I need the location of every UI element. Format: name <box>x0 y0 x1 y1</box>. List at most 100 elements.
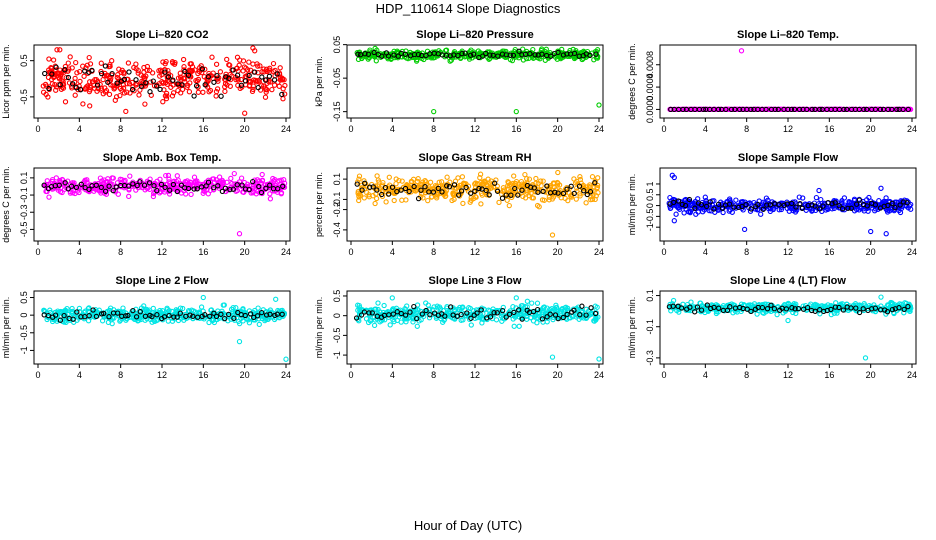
data-points <box>666 294 914 361</box>
panel-title: Slope Li–820 Temp. <box>737 29 839 41</box>
x-tick-label: 0 <box>661 370 666 380</box>
data-point <box>50 57 57 63</box>
data-points <box>667 48 914 113</box>
data-point <box>157 176 163 182</box>
mean-point <box>102 63 109 69</box>
data-point <box>444 174 450 180</box>
mean-point <box>255 84 261 91</box>
data-point <box>168 84 174 90</box>
x-tick-label: 12 <box>783 247 793 257</box>
mean-point <box>65 74 72 81</box>
y-axis-label: Licor ppm per min. <box>1 44 11 119</box>
data-point <box>142 101 148 107</box>
data-point <box>876 198 882 204</box>
data-point <box>95 85 101 92</box>
data-point <box>206 70 212 77</box>
mean-point <box>587 52 593 59</box>
panel-title: Slope Li–820 Pressure <box>416 29 533 41</box>
mean-point <box>487 52 493 58</box>
mean-point <box>775 106 781 113</box>
y-tick-label: 0.5 <box>645 189 655 202</box>
mean-point <box>218 93 224 99</box>
x-tick-label: 8 <box>431 124 436 134</box>
data-point <box>200 89 206 95</box>
data-point <box>720 209 726 216</box>
data-point <box>133 66 139 72</box>
plot-frame <box>346 167 604 242</box>
panel-2: Slope Li–820 Pressure kPa per min. 0 4 8 12 16… <box>314 29 604 134</box>
x-tick-label: 24 <box>907 247 917 257</box>
outlier-point <box>816 187 822 194</box>
data-point <box>74 70 80 76</box>
mean-point <box>796 106 803 113</box>
data-point <box>169 93 176 99</box>
data-point <box>188 61 194 67</box>
mean-point <box>804 106 810 113</box>
data-point <box>255 70 261 76</box>
x-tick-label: 0 <box>661 124 666 134</box>
data-point <box>86 54 92 61</box>
mean-point <box>817 106 823 113</box>
data-point <box>127 90 133 96</box>
data-point <box>159 79 165 85</box>
mean-point <box>555 49 561 56</box>
data-point <box>142 75 148 81</box>
mean-point <box>872 106 879 113</box>
data-point <box>150 190 157 197</box>
outlier-point <box>549 232 556 238</box>
data-point <box>493 317 500 323</box>
panel-1: Slope Li–820 CO2 Licor ppm per min. 0 4 8 12 1… <box>1 29 291 134</box>
mean-point <box>157 86 163 93</box>
data-point <box>151 83 158 89</box>
y-tick-label: -1 <box>332 351 342 359</box>
data-point <box>571 176 577 182</box>
mean-point <box>185 72 192 78</box>
outlier-point <box>738 48 745 54</box>
data-point <box>246 59 252 65</box>
data-point <box>180 56 187 63</box>
data-point <box>109 175 115 181</box>
data-point <box>103 179 109 185</box>
data-point <box>120 85 127 91</box>
data-point <box>237 57 243 63</box>
mean-point <box>77 87 84 93</box>
mean-point <box>516 48 522 54</box>
mean-point <box>841 106 847 113</box>
mean-point <box>62 67 68 73</box>
mean-point <box>539 51 545 57</box>
panel-title: Slope Line 4 (LT) Flow <box>730 275 846 287</box>
y-tick-label: 0 <box>332 313 342 318</box>
mean-point <box>202 82 208 88</box>
mean-point <box>162 69 168 75</box>
y-tick-label: -0.15 <box>332 101 342 122</box>
data-point <box>81 73 87 79</box>
data-point <box>381 302 387 309</box>
x-tick-label: 0 <box>35 370 40 380</box>
panel-4: Slope Amb. Box Temp. degrees C per min. 0 4… <box>1 152 291 257</box>
data-point <box>264 87 270 93</box>
data-point <box>733 197 739 203</box>
mean-point <box>571 50 578 57</box>
data-point <box>222 88 228 95</box>
data-point <box>138 72 144 78</box>
data-point <box>104 72 110 78</box>
data-point <box>558 55 564 62</box>
mean-point <box>226 75 232 81</box>
y-axis-label: kPa per min. <box>314 56 324 107</box>
data-point <box>213 93 219 99</box>
mean-point <box>362 51 368 57</box>
outlier-point <box>868 228 874 235</box>
mean-point <box>471 51 477 57</box>
data-point <box>281 77 287 83</box>
data-point <box>217 69 224 75</box>
y-tick-label: -0.5 <box>19 325 29 341</box>
mean-point <box>114 80 120 86</box>
data-point <box>258 82 264 88</box>
mean-point <box>266 73 273 79</box>
outlier-point <box>671 218 677 224</box>
data-point <box>174 173 180 179</box>
mean-point <box>165 74 172 80</box>
data-point <box>159 71 165 78</box>
mean-point <box>121 76 128 83</box>
x-tick-label: 20 <box>866 370 876 380</box>
